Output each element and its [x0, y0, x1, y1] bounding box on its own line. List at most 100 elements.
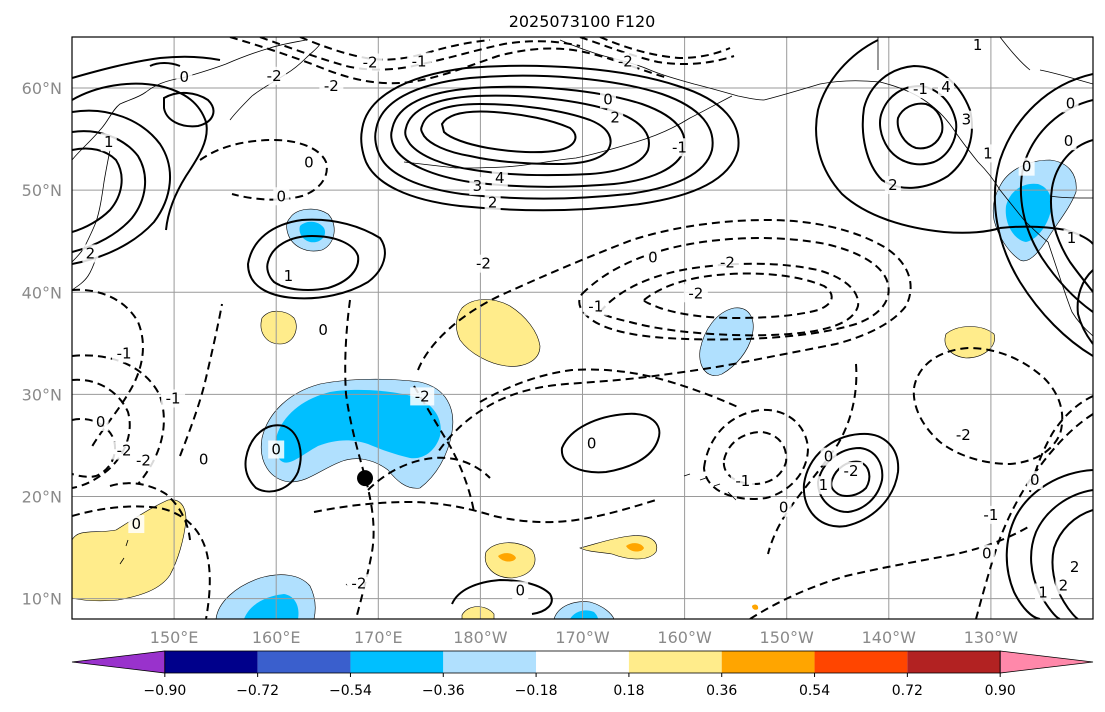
- contour-label: 1: [104, 133, 114, 151]
- colorbar-cell: [257, 651, 351, 673]
- contour-label: 0: [132, 515, 142, 533]
- negative-area-south-2: [553, 601, 615, 619]
- contour-label-bg: [469, 177, 486, 196]
- contour-label: 0: [199, 451, 209, 469]
- contour-positive-north-center: [246, 218, 386, 300]
- contour-label-bg: [491, 168, 508, 187]
- contour-label-bg: [280, 266, 297, 285]
- contour-label: 0: [96, 413, 106, 431]
- colorbar-tick-label: 0.18: [613, 683, 644, 699]
- coastline-aleutians: [403, 95, 733, 169]
- contour-positive-east-coast-2: [1019, 99, 1093, 313]
- negative-area-south-1-core: [244, 594, 299, 619]
- contour-label-bg: [319, 77, 344, 96]
- contour-negative-central-basin-3: [598, 262, 860, 337]
- negative-area-south-2-core: [570, 610, 598, 619]
- contour-negative-west-1: [72, 288, 144, 451]
- contour-negative-south-ridge: [313, 499, 657, 524]
- contour-label-bg: [82, 244, 99, 263]
- contour-label-bg: [195, 450, 212, 469]
- contour-label-bg: [979, 144, 996, 163]
- contour-label-bg: [407, 52, 432, 71]
- positive-area-small-1: [260, 310, 297, 345]
- contour-label-bg: [315, 321, 332, 340]
- contour-label-bg: [715, 253, 740, 272]
- contour-label: 2: [1059, 576, 1069, 594]
- lon-tick-label: 130°W: [964, 628, 1019, 647]
- contour-label: -1: [913, 80, 928, 98]
- contour-label-bg: [410, 387, 435, 406]
- contour-label: 0: [277, 187, 287, 205]
- contour-label: -2: [136, 452, 151, 470]
- negative-area-central-core: [275, 389, 441, 463]
- contour-label-bg: [92, 412, 109, 431]
- contour-label-bg: [978, 505, 1003, 524]
- contour-label: 0: [587, 434, 597, 452]
- contour-label-bg: [128, 515, 145, 534]
- colorbar-cell: [721, 651, 815, 673]
- colorbar-cell: [536, 651, 629, 673]
- colorbar-tick-label: 0.72: [892, 683, 923, 699]
- contour-label: 2: [888, 176, 898, 194]
- lat-tick-label: 50°N: [22, 181, 62, 200]
- orange-area-1: [498, 553, 516, 562]
- contour-label: 2: [1070, 558, 1080, 576]
- contour-positive-central-loop: [244, 424, 302, 493]
- contour-label: -2: [267, 67, 282, 85]
- contour-label: -2: [415, 387, 430, 405]
- contour-label: 0: [180, 68, 190, 86]
- contour-label-bg: [1018, 157, 1035, 176]
- contour-positive-east-coast-1: [1050, 139, 1093, 293]
- lat-tick-label: 20°N: [22, 487, 62, 506]
- positive-area-south-2: [579, 535, 658, 560]
- point-marker: [357, 470, 374, 487]
- contour-label: 0: [603, 90, 613, 108]
- contour-lines-dashed: [72, 37, 1093, 619]
- contour-label: -2: [956, 426, 971, 444]
- contour-negative-west-4: [72, 354, 165, 485]
- coastline-japan-island: [72, 257, 97, 291]
- lat-tick-label: 10°N: [22, 590, 62, 609]
- lon-tick-label: 170°E: [354, 628, 403, 647]
- contour-label: -2: [844, 462, 859, 480]
- contour-label: 0: [982, 545, 992, 563]
- contour-positive-east-high-2: [816, 446, 884, 514]
- contour-label: 0: [318, 321, 328, 339]
- contour-positive-west-high-3: [72, 109, 171, 265]
- contour-label: -1: [983, 506, 998, 524]
- contour-label-bg: [112, 344, 137, 363]
- contour-label: 2: [488, 193, 498, 211]
- contour-negative-north-3: [299, 37, 491, 61]
- contour-positive-west-high: [72, 147, 123, 233]
- contour-label: -1: [735, 472, 750, 490]
- colorbar-outline: [164, 650, 1001, 674]
- contour-label: 3: [473, 177, 483, 195]
- latitude-tick-labels: 60°N 50°N 40°N 30°N 20°N 10°N: [22, 79, 62, 609]
- contour-negative-central-basin: [417, 218, 912, 453]
- shaded-anomalies: [72, 159, 1077, 619]
- contour-positive-aleutian-1: [360, 64, 740, 212]
- lon-tick-label: 150°E: [150, 628, 199, 647]
- coastlines: [72, 37, 1093, 587]
- contour-label: 0: [304, 154, 314, 172]
- contour-negative-east-3: [975, 413, 1093, 619]
- map-title: 2025073100 F120: [509, 12, 656, 31]
- contour-label-bg: [600, 90, 617, 109]
- positive-area-south-3: [461, 606, 495, 619]
- contour-label-bg: [978, 544, 995, 563]
- contour-label-bg: [839, 461, 864, 480]
- contour-label-bg: [958, 110, 975, 129]
- contour-label-bg: [951, 426, 976, 445]
- contour-label: 2: [86, 244, 96, 262]
- contour-positive-aleutian-3: [390, 85, 686, 188]
- contour-label: -1: [588, 298, 603, 316]
- contour-label: -2: [688, 284, 703, 302]
- contour-label-bg: [583, 297, 608, 316]
- contour-label-bg: [1055, 576, 1072, 595]
- contour-label: 0: [1030, 471, 1040, 489]
- contour-positive-ne-3: [861, 64, 973, 189]
- graticule: [72, 37, 1093, 619]
- colorbar-tick-labels: −0.90 −0.72 −0.54 −0.36 −0.18 0.18 0.36 0.54 0.7…: [143, 673, 1016, 699]
- colorbar-cell: [814, 651, 908, 673]
- contour-label: -1: [412, 53, 427, 71]
